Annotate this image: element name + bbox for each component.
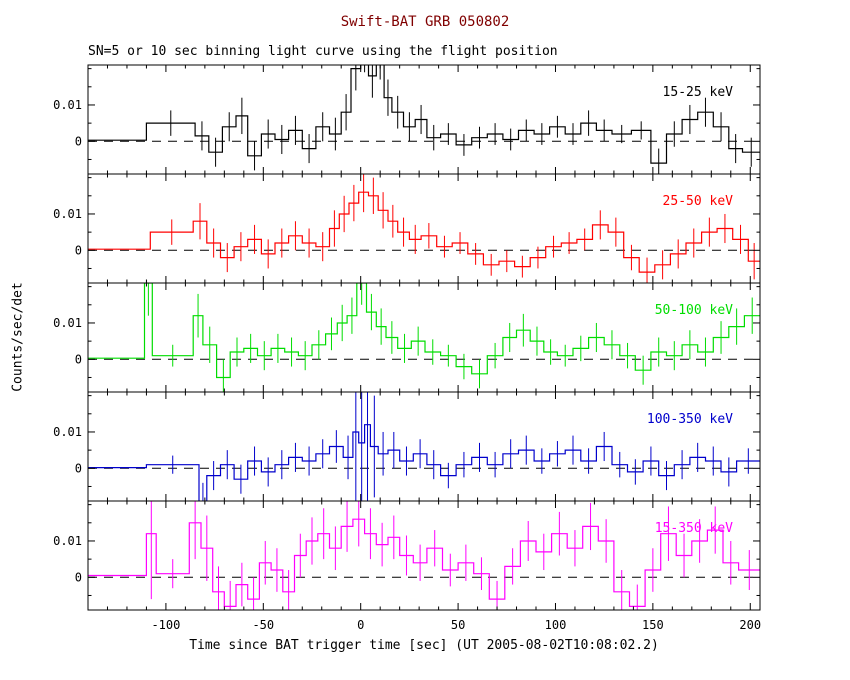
x-tick-label: 150 [642,618,664,632]
band-label: 25-50 keV [663,194,734,209]
y-tick-label: 0 [75,461,82,475]
y-tick-label: 0 [75,134,82,148]
axis-ticks [87,174,760,283]
y-tick-label: 0 [75,243,82,257]
lightcurve-step [88,191,760,273]
y-tick-label: 0.01 [53,425,82,439]
panel-25-50 keV: 0.01 0 25-50 keV [53,173,761,284]
x-tick-label: -100 [151,618,180,632]
y-axis-label: Counts/sec/det [10,282,26,392]
x-tick-label: 0 [357,618,364,632]
lightcurve-step [88,424,760,501]
x-axis-label: Time since BAT trigger time [sec] (UT 20… [189,638,659,653]
panel-100-350 keV: 0.01 0 100-350 keV [53,391,761,502]
x-tick-label: 100 [545,618,567,632]
axis-ticks [87,392,760,501]
lightcurve-step [88,65,760,164]
axis-ticks [87,65,760,174]
axis-ticks [87,283,760,392]
y-tick-label: 0.01 [53,316,82,330]
band-label: 15-25 keV [663,85,734,100]
panel-15-350 keV: 0.01 0 15-350 keV [53,500,761,611]
band-label: 15-350 keV [655,521,733,536]
y-tick-label: 0.01 [53,534,82,548]
y-tick-label: 0 [75,570,82,584]
panel-15-25 keV: 0.01 0 15-25 keV [53,64,761,175]
x-tick-label: 200 [739,618,761,632]
y-tick-label: 0.01 [53,98,82,112]
band-label: 100-350 keV [647,412,733,427]
band-label: 50-100 keV [655,303,733,318]
x-tick-label: 50 [451,618,465,632]
y-tick-label: 0 [75,352,82,366]
page-title: Swift-BAT GRB 050802 [340,14,510,30]
panel-frame [87,500,761,611]
axis-ticks [87,501,760,610]
y-tick-label: 0.01 [53,207,82,221]
panel-frame [87,173,761,284]
panel-frame [87,391,761,502]
chart-subtitle: SN=5 or 10 sec binning light curve using… [88,44,558,59]
x-tick-label: -50 [252,618,274,632]
